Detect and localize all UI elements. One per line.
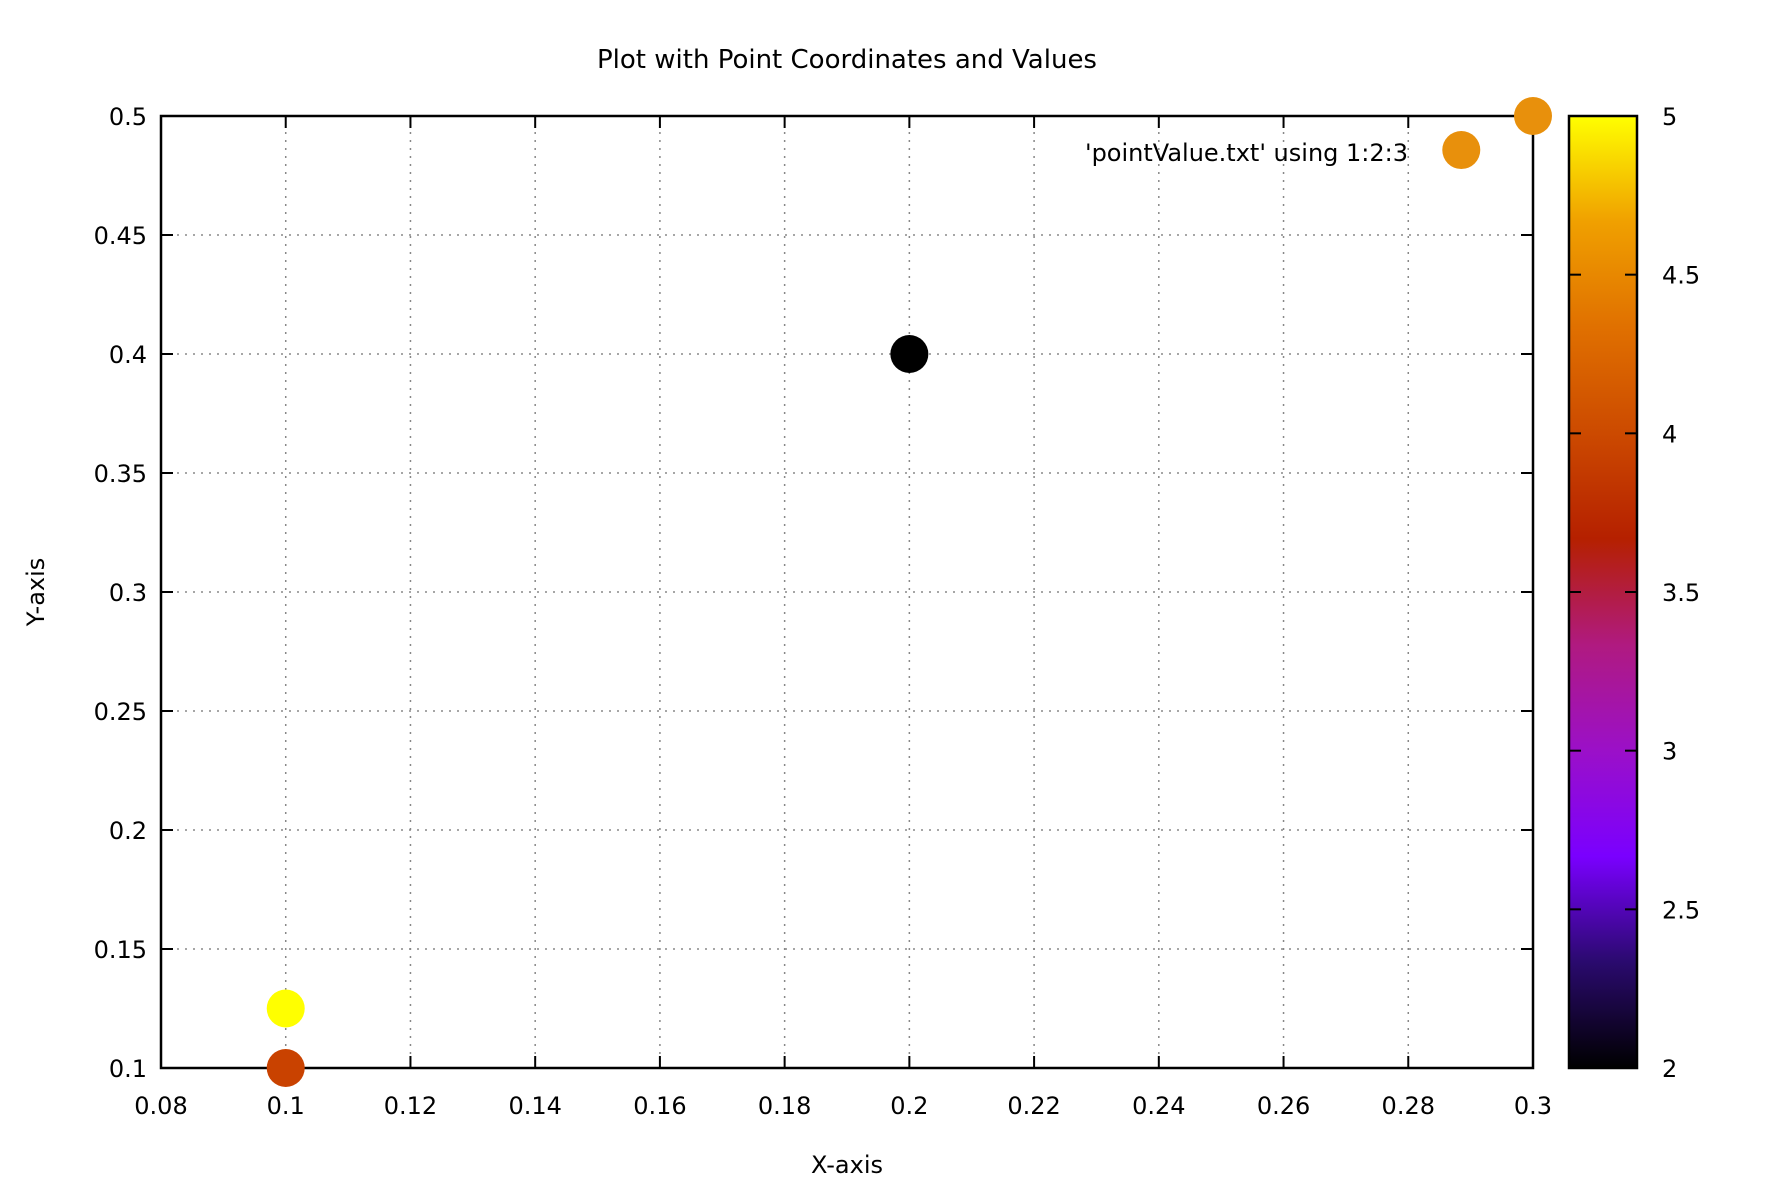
x-tick-label: 0.14 xyxy=(508,1092,561,1120)
x-axis-label: X-axis xyxy=(811,1151,883,1179)
x-tick-label: 0.24 xyxy=(1132,1092,1185,1120)
x-tick-label: 0.12 xyxy=(384,1092,437,1120)
colorbar-tick-label: 4.5 xyxy=(1662,262,1700,290)
data-point xyxy=(890,335,929,373)
axis-ticks: 0.08 0.1 0.12 0.14 0.16 0.18 0.2 0.22 0.24 0.26 0.… xyxy=(94,103,1553,1120)
y-tick-label: 0.35 xyxy=(94,460,147,488)
data-points xyxy=(266,97,1552,1087)
y-tick-label: 0.25 xyxy=(94,698,147,726)
plot-area xyxy=(159,114,1535,1070)
y-tick-label: 0.2 xyxy=(109,817,147,845)
y-tick-label: 0.45 xyxy=(94,222,147,250)
x-tick-label: 0.18 xyxy=(758,1092,811,1120)
colorbar-tick-label: 3 xyxy=(1662,738,1677,766)
x-tick-label: 0.08 xyxy=(134,1092,187,1120)
legend-entry: 'pointValue.txt' using 1:2:3 xyxy=(1085,139,1408,167)
x-tick-label: 0.26 xyxy=(1257,1092,1310,1120)
data-point xyxy=(266,989,305,1028)
x-tick-label: 0.3 xyxy=(1514,1092,1552,1120)
colorbar-tick-label: 2 xyxy=(1662,1055,1677,1083)
x-tick-label: 0.28 xyxy=(1382,1092,1435,1120)
x-tick-label: 0.2 xyxy=(890,1092,928,1120)
y-tick-label: 0.15 xyxy=(94,936,147,964)
colorbar-tick-label: 2.5 xyxy=(1662,896,1700,924)
colorbar-ticks: 2 2.5 3 3.5 4 4.5 5 xyxy=(1569,103,1700,1083)
y-tick-label: 0.3 xyxy=(109,579,147,607)
x-tick-label: 0.16 xyxy=(633,1092,686,1120)
x-tick-label: 0.22 xyxy=(1007,1092,1060,1120)
data-point xyxy=(1442,131,1481,170)
y-tick-label: 0.4 xyxy=(109,341,147,369)
colorbar-tick-label: 5 xyxy=(1662,103,1677,131)
chart-title: Plot with Point Coordinates and Values xyxy=(597,45,1097,75)
y-tick-label: 0.1 xyxy=(109,1055,147,1083)
y-tick-label: 0.5 xyxy=(109,103,147,131)
y-axis-label: Y-axis xyxy=(22,558,50,628)
grid-lines xyxy=(161,116,1533,1068)
data-point xyxy=(1514,97,1552,135)
data-point xyxy=(266,1049,305,1087)
x-tick-label: 0.1 xyxy=(267,1092,305,1120)
colorbar-tick-label: 3.5 xyxy=(1662,579,1700,607)
colorbar-tick-label: 4 xyxy=(1662,420,1677,448)
